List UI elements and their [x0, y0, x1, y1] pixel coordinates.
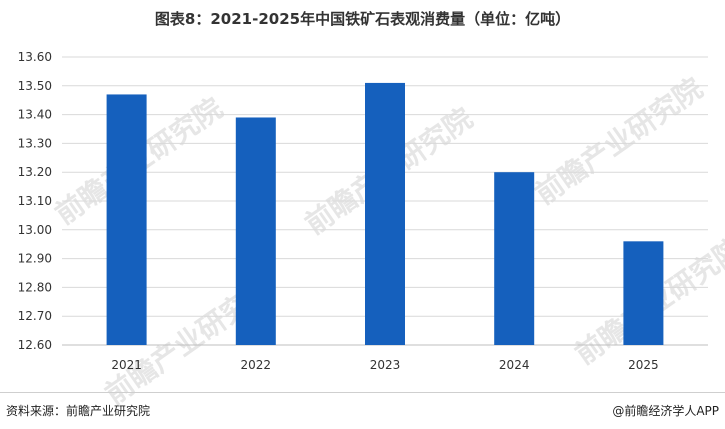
x-tick-label: 2025	[628, 358, 659, 372]
y-tick-label: 12.80	[18, 280, 52, 294]
x-tick-label: 2023	[370, 358, 401, 372]
footer-divider	[0, 392, 725, 393]
source-note: 资料来源：前瞻产业研究院	[6, 404, 151, 418]
y-tick-label: 13.60	[18, 50, 52, 64]
bar	[365, 82, 405, 346]
x-tick-label: 2022	[241, 358, 272, 372]
brand-credit: @前瞻经济学人APP	[612, 404, 719, 418]
bar	[494, 172, 535, 345]
y-tick-label: 13.20	[18, 165, 52, 179]
y-tick-label: 13.50	[18, 79, 52, 93]
x-tick-label: 2024	[499, 358, 530, 372]
y-tick-label: 12.60	[18, 338, 52, 352]
bar	[235, 117, 276, 345]
y-tick-label: 13.40	[18, 108, 52, 122]
x-tick-label: 2021	[111, 358, 142, 372]
bar-chart: 13.60 13.50 13.40 13.30 13.20 13.10 13.00 12.90…	[18, 50, 708, 372]
y-tick-label: 13.10	[18, 194, 52, 208]
chart-title: 图表8：2021-2025年中国铁矿石表观消费量（单位：亿吨）	[154, 10, 571, 28]
y-tick-label: 12.90	[18, 252, 52, 266]
bar	[623, 241, 664, 345]
y-tick-label: 12.70	[18, 309, 52, 323]
y-tick-label: 13.30	[18, 136, 52, 150]
bar	[106, 94, 147, 345]
y-tick-label: 13.00	[18, 223, 52, 237]
